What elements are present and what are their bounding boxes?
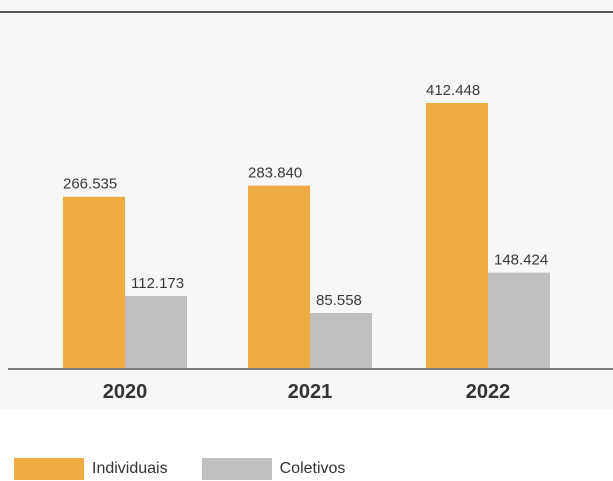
value-label-coletivos-2022: 148.424 [494, 252, 548, 269]
legend-swatch-individuais [14, 458, 84, 480]
top-rule [0, 11, 613, 13]
value-label-coletivos-2020: 112.173 [131, 275, 184, 292]
year-label-2021: 2021 [288, 381, 333, 403]
legend-label-individuais: Individuais [92, 460, 168, 477]
year-labels-layer: 2020 2021 2022 [103, 381, 511, 403]
legend-item-individuais: Individuais [14, 458, 168, 480]
bar-coletivos-2021 [310, 313, 372, 368]
value-label-coletivos-2021: 85.558 [316, 292, 362, 309]
legend-swatch-coletivos [201, 458, 272, 480]
bar-coletivos-2020 [125, 295, 187, 368]
chart-panel: 266.535 112.173 283.840 85.558 412.448 148.42… [0, 11, 613, 403]
bar-individuais-2021 [248, 185, 310, 368]
bar-coletivos-2022 [488, 272, 550, 368]
value-label-individuais-2020: 266.535 [63, 176, 117, 193]
year-label-2022: 2022 [466, 381, 511, 403]
year-label-2020: 2020 [103, 381, 148, 403]
bar-individuais-2022 [426, 103, 488, 368]
bar-individuais-2020 [63, 196, 125, 368]
bar-chart: 266.535 112.173 283.840 85.558 412.448 148.42… [8, 82, 613, 403]
legend-label-coletivos: Coletivos [279, 460, 346, 477]
bars-layer [63, 103, 550, 368]
value-labels-layer: 266.535 112.173 283.840 85.558 412.448 148.42… [63, 82, 548, 309]
value-label-individuais-2021: 283.840 [248, 165, 302, 182]
legend: Individuais Coletivos [14, 458, 379, 480]
value-label-individuais-2022: 412.448 [426, 82, 480, 99]
legend-item-coletivos: Coletivos [201, 458, 346, 480]
